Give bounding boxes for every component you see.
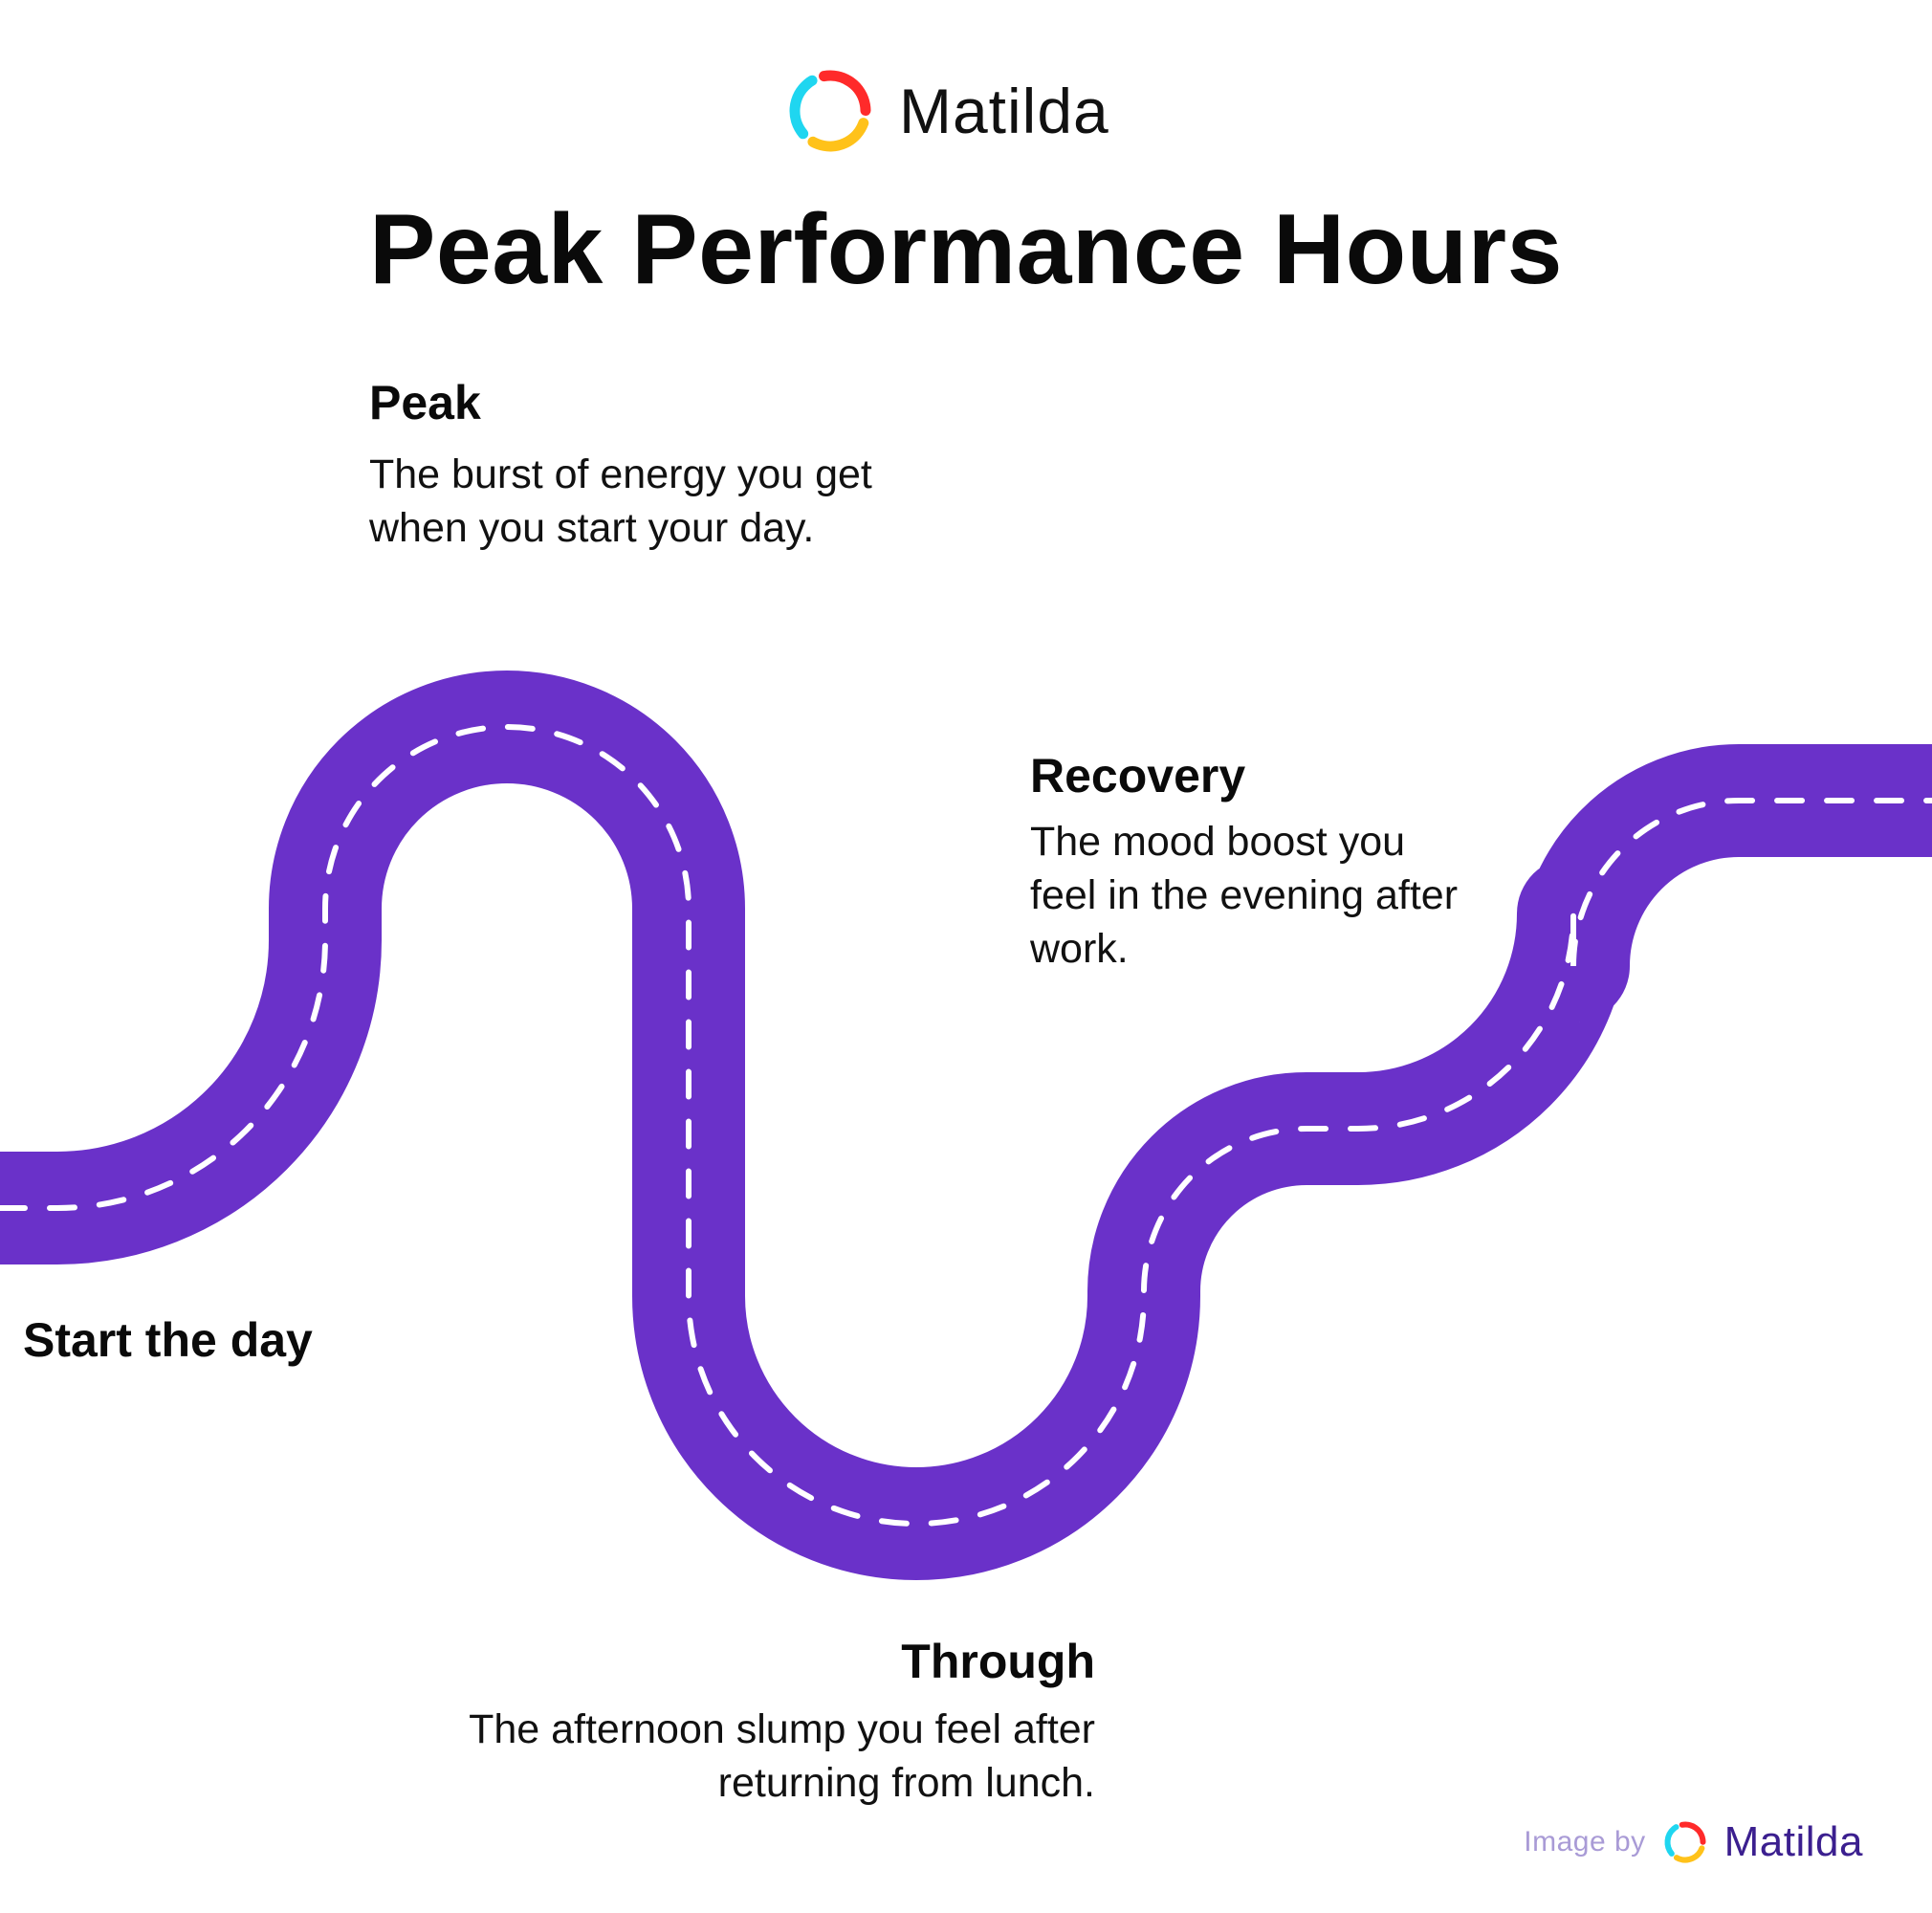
recovery-description: The mood boost you feel in the evening a… [1030,819,1459,972]
start-title: Start the day [23,1313,313,1367]
matilda-logo-icon [786,67,874,155]
matilda-logo-small-icon [1663,1820,1707,1864]
credit-label: Image by [1524,1826,1646,1858]
page-title: Peak Performance Hours [369,194,1563,305]
header-brand: Matilda [786,63,1109,159]
brand-name: Matilda [899,76,1109,146]
image-credit: Image by Matilda [1524,1814,1863,1871]
road-surface [0,671,1932,1580]
through-title: Through [901,1635,1095,1688]
peak-title: Peak [369,376,481,429]
credit-brand-name: Matilda [1723,1818,1863,1865]
through-description: The afternoon slump you feel after retur… [469,1706,1095,1806]
recovery-title: Recovery [1030,749,1246,803]
peak-description: The burst of energy you get when you sta… [369,451,872,551]
road-center-dashes [0,724,1932,1527]
